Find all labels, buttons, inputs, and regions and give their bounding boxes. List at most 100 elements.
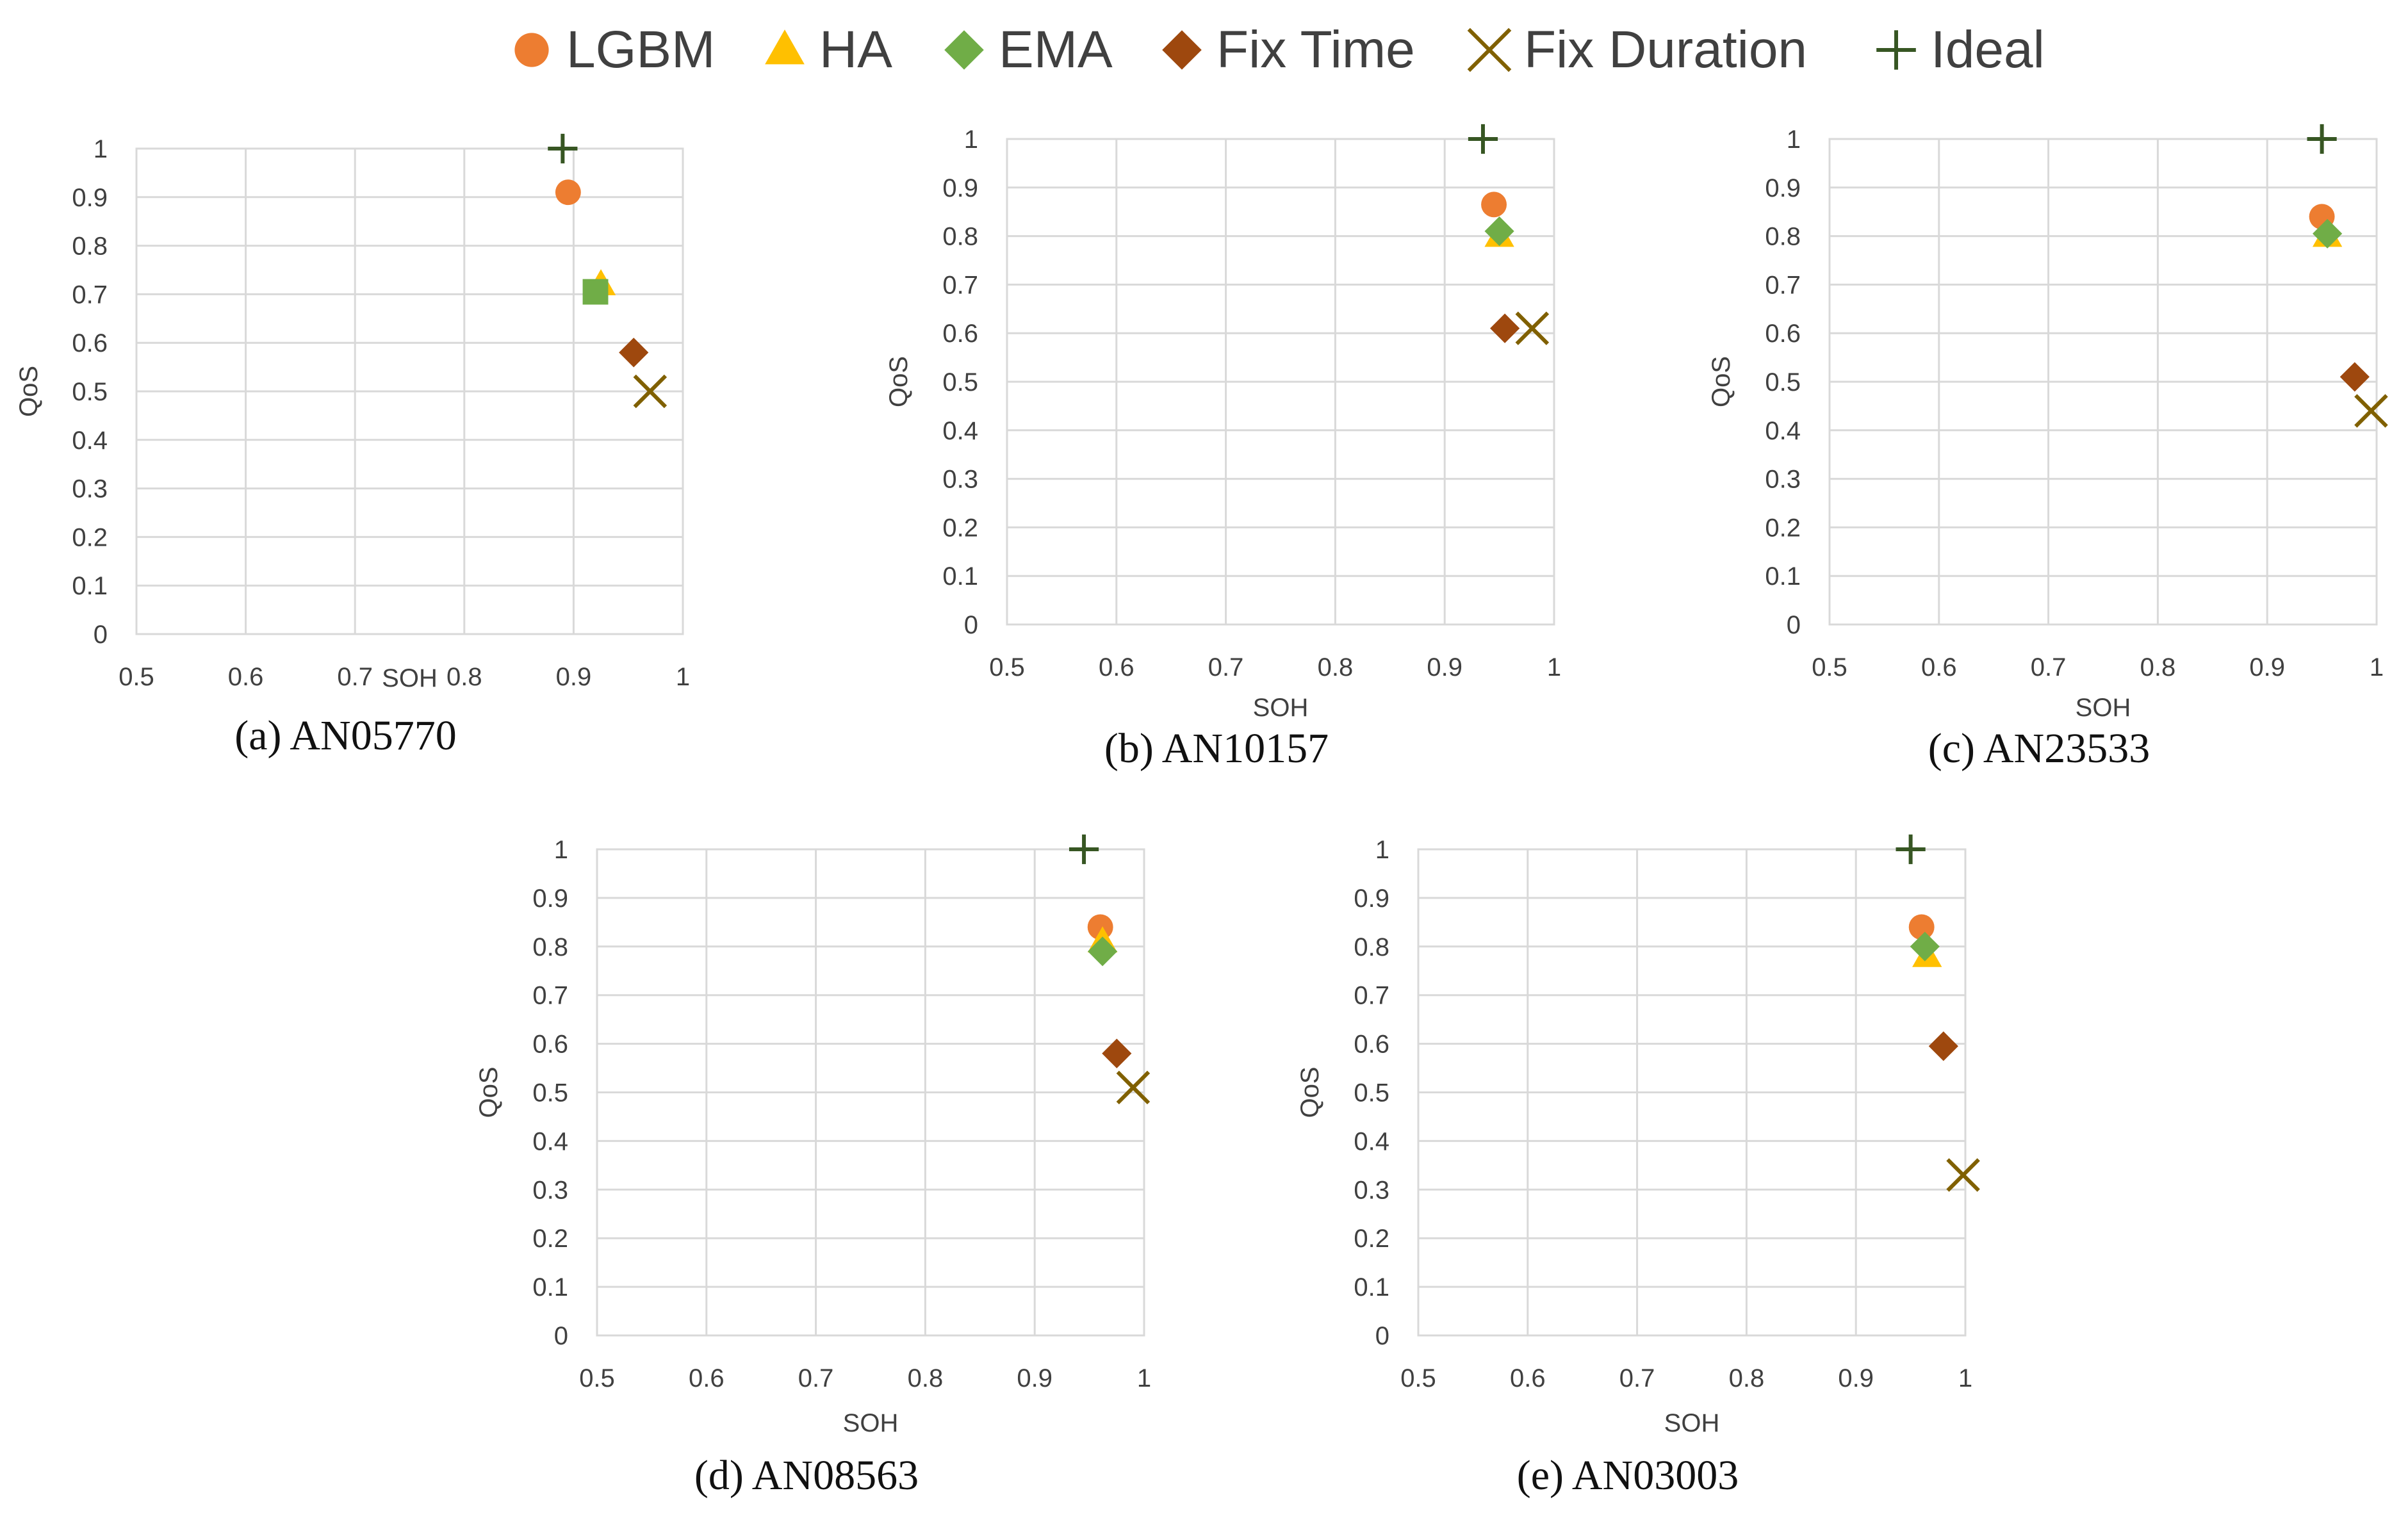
y-tick-label: 0.2 — [1765, 514, 1801, 542]
y-tick-label: 0 — [1375, 1322, 1389, 1350]
ha-legend-marker — [765, 29, 805, 65]
chart-caption: (d) AN08563 — [694, 1452, 919, 1499]
chart-panel-b: 0 0.1 0.2 0.3 0.4 0.5 0.6 0.7 0.8 0.9 1 0.5 0.6 0.7 0.… — [885, 124, 1561, 772]
y-tick-label: 0.6 — [532, 1031, 568, 1059]
data-point-ideal — [1468, 124, 1498, 154]
y-tick-label: 0.8 — [532, 933, 568, 961]
legend-item-lgbm: LGBM — [506, 12, 715, 88]
y-tick-label: 0.9 — [1354, 885, 1389, 913]
y-tick-label: 0.4 — [942, 417, 978, 445]
data-point-fixtime — [619, 338, 649, 368]
y-tick-label: 0.5 — [72, 378, 108, 406]
data-point-fixduration — [2354, 394, 2388, 428]
y-axis-title: QoS — [885, 356, 913, 407]
y-tick-label: 1 — [94, 135, 108, 163]
data-point-fixtime — [1928, 1031, 1958, 1061]
data-point-ideal — [1896, 834, 1926, 865]
x-tick-label: 1 — [1958, 1364, 1972, 1392]
y-tick-label: 0.5 — [942, 368, 978, 396]
y-tick-label: 0.4 — [532, 1127, 568, 1155]
y-tick-label: 0.9 — [532, 885, 568, 913]
x-tick-label: 0.6 — [228, 663, 264, 691]
y-tick-label: 0.8 — [1354, 933, 1389, 961]
legend-item-ha: HA — [759, 12, 892, 88]
data-point-ideal — [1069, 834, 1099, 865]
y-tick-label: 0.8 — [942, 223, 978, 251]
legend-label: Fix Time — [1216, 20, 1415, 79]
legend-label: LGBM — [566, 20, 716, 79]
data-point-lgbm — [1481, 192, 1507, 218]
y-tick-label: 0.3 — [532, 1176, 568, 1204]
legend: LGBM HA EMA Fix Time Fix Duration Ideal — [0, 0, 2408, 102]
data-point-lgbm — [1087, 914, 1113, 940]
x-tick-label: 0.9 — [2249, 653, 2285, 681]
data-point-lgbm — [1908, 914, 1935, 940]
y-tick-label: 0.5 — [532, 1079, 568, 1107]
chart-caption: (e) AN03003 — [1517, 1452, 1739, 1499]
fixduration-legend-glyph — [1467, 28, 1512, 72]
x-tick-label: 0.8 — [2140, 653, 2176, 681]
legend-item-ideal: Ideal — [1871, 12, 2045, 88]
y-tick-label: 0.9 — [72, 184, 108, 212]
data-point-ema — [1910, 931, 1940, 961]
y-tick-label: 1 — [964, 126, 978, 154]
legend-item-fixtime: Fix Time — [1156, 12, 1415, 88]
x-tick-label: 0.6 — [1510, 1364, 1546, 1392]
x-axis-title: SOH — [382, 664, 438, 692]
x-tick-label: 0.8 — [446, 663, 482, 691]
y-tick-label: 0.3 — [72, 475, 108, 503]
legend-label: HA — [819, 20, 892, 79]
chart-panel-c: 0 0.1 0.2 0.3 0.4 0.5 0.6 0.7 0.8 0.9 1 0.5 0.6 0.7 0.… — [1707, 124, 2388, 772]
data-point-ema — [2313, 218, 2343, 249]
data-point-fixtime — [2339, 362, 2370, 392]
x-tick-label: 0.5 — [119, 663, 154, 691]
chart-caption: (c) AN23533 — [1928, 725, 2150, 772]
x-tick-label: 0.6 — [689, 1364, 725, 1392]
y-tick-label: 0.1 — [1765, 562, 1801, 591]
y-tick-label: 0.3 — [1765, 466, 1801, 494]
x-tick-label: 0.7 — [1619, 1364, 1655, 1392]
legend-item-fixduration: Fix Duration — [1464, 12, 1807, 88]
y-tick-label: 0.6 — [1765, 320, 1801, 348]
y-tick-label: 0.2 — [532, 1225, 568, 1253]
y-tick-label: 0.6 — [942, 320, 978, 348]
chart-caption: (a) AN05770 — [234, 712, 456, 759]
data-point-fixduration — [633, 374, 668, 409]
y-tick-label: 0.7 — [532, 982, 568, 1010]
x-tick-label: 0.9 — [1838, 1364, 1874, 1392]
y-tick-label: 0.7 — [942, 271, 978, 299]
x-tick-label: 0.8 — [1729, 1364, 1765, 1392]
x-axis-title: SOH — [843, 1409, 899, 1437]
ideal-legend-marker — [1876, 30, 1916, 70]
y-tick-label: 1 — [1787, 126, 1801, 154]
y-tick-label: 0.9 — [1765, 174, 1801, 202]
x-tick-label: 0.7 — [798, 1364, 834, 1392]
x-axis-title: SOH — [1664, 1409, 1720, 1437]
chart-panel-d: 0 0.1 0.2 0.3 0.4 0.5 0.6 0.7 0.8 0.9 1 0.5 0.6 0.7 0.… — [475, 834, 1151, 1499]
x-tick-label: 0.5 — [989, 653, 1025, 681]
x-tick-label: 0.5 — [1400, 1364, 1436, 1392]
y-axis-title: QoS — [1707, 356, 1735, 407]
y-tick-label: 0.8 — [1765, 223, 1801, 251]
y-tick-label: 0.1 — [942, 562, 978, 591]
fixtime-legend-marker — [1162, 30, 1202, 70]
y-tick-label: 0.4 — [72, 427, 108, 455]
x-tick-label: 0.6 — [1921, 653, 1957, 681]
ema-legend-glyph — [944, 30, 984, 70]
y-axis-title: QoS — [1296, 1066, 1324, 1118]
y-tick-label: 0.5 — [1765, 368, 1801, 396]
y-tick-label: 0 — [964, 611, 978, 639]
y-tick-label: 0.8 — [72, 233, 108, 261]
ema-legend-marker — [944, 30, 984, 70]
data-point-fixduration — [1946, 1158, 1980, 1192]
data-point-fixtime — [1102, 1038, 1132, 1068]
data-point-ema — [1087, 936, 1118, 967]
lgbm-legend-marker — [514, 33, 549, 67]
y-tick-label: 0.2 — [72, 523, 108, 551]
chart-caption: (b) AN10157 — [1104, 725, 1329, 772]
y-tick-label: 0.3 — [942, 466, 978, 494]
data-point-ema — [1484, 216, 1514, 247]
chart-panel-e: 0 0.1 0.2 0.3 0.4 0.5 0.6 0.7 0.8 0.9 1 0.5 0.6 0.7 0.… — [1296, 834, 1980, 1499]
legend-label: Fix Duration — [1524, 20, 1808, 79]
